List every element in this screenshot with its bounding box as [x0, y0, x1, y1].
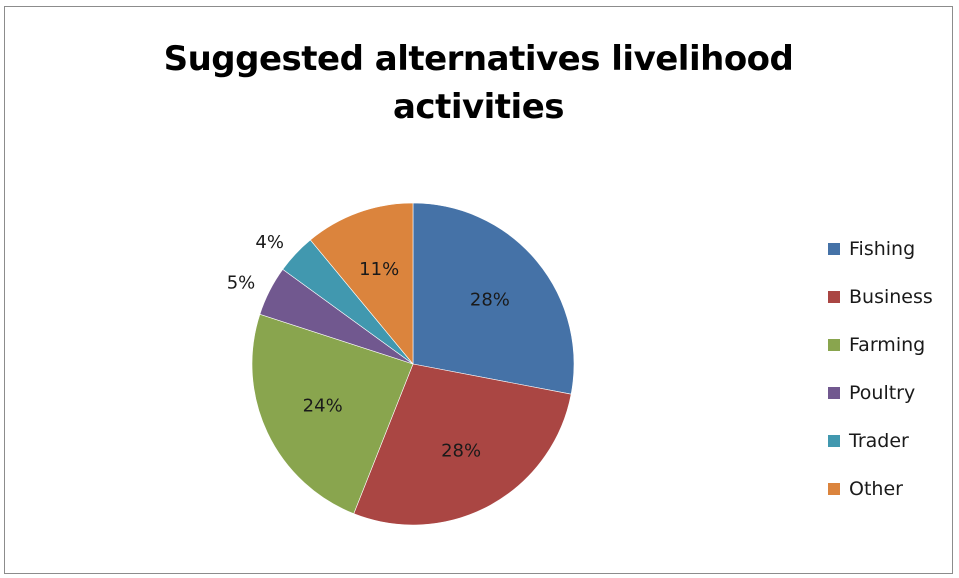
legend-item-business: Business: [828, 285, 958, 309]
legend-item-farming: Farming: [828, 333, 958, 357]
pie-slice-farming: [251, 313, 414, 515]
legend-swatch-fishing: [828, 243, 840, 255]
legend-item-fishing: Fishing: [828, 237, 958, 261]
legend-item-trader: Trader: [828, 429, 958, 453]
legend-label-fishing: Fishing: [849, 238, 916, 260]
chart-title-line-2: activities: [392, 87, 565, 127]
pie-label-farming: 24%: [303, 396, 343, 417]
legend-swatch-business: [828, 291, 840, 303]
pie-label-fishing: 28%: [470, 289, 510, 310]
legend-swatch-poultry: [828, 387, 840, 399]
pie-labels: 28% 28% 24% 5% 4% 11%: [227, 232, 510, 462]
chart-title: Suggested alternatives livelihood activi…: [5, 35, 952, 131]
legend: Fishing Business Farming Poultry Trader …: [828, 237, 958, 525]
pie-slice-fishing: [412, 202, 575, 395]
legend-label-poultry: Poultry: [849, 382, 916, 404]
pie-label-poultry: 5%: [227, 273, 256, 294]
pie-chart: 28% 28% 24% 5% 4% 11%: [227, 202, 575, 526]
legend-swatch-farming: [828, 339, 840, 351]
pie-label-other: 11%: [359, 259, 399, 280]
legend-swatch-trader: [828, 435, 840, 447]
pie-slice-business: [353, 363, 572, 526]
legend-item-poultry: Poultry: [828, 381, 958, 405]
pie-slices: [251, 202, 575, 526]
legend-swatch-other: [828, 483, 840, 495]
legend-label-business: Business: [849, 286, 933, 308]
chart-area: Suggested alternatives livelihood activi…: [4, 6, 953, 574]
legend-label-other: Other: [849, 478, 903, 500]
chart-title-line-1: Suggested alternatives livelihood: [163, 39, 794, 79]
legend-label-trader: Trader: [849, 430, 909, 452]
legend-label-farming: Farming: [849, 334, 926, 356]
pie-label-business: 28%: [441, 440, 481, 461]
legend-item-other: Other: [828, 477, 958, 501]
pie-slice-other: [309, 202, 414, 365]
pie-label-trader: 4%: [255, 232, 284, 253]
